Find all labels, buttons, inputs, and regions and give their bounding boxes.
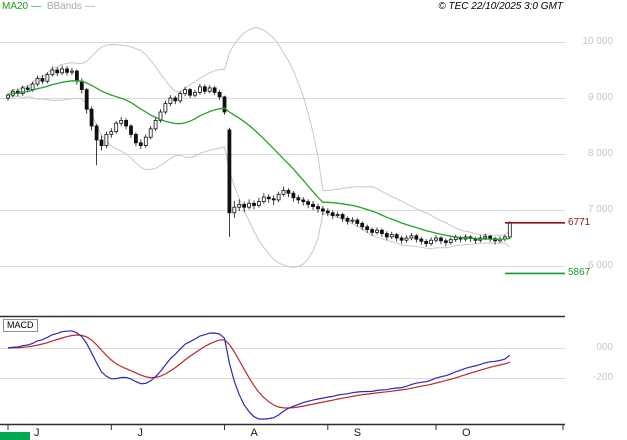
- bollinger-upper-band: [7, 27, 511, 236]
- month-ticks: [7, 424, 564, 430]
- indicator-legend: MA20— BBands —: [2, 1, 98, 12]
- macd-line: [7, 330, 511, 420]
- ma20-line: [7, 80, 510, 240]
- legend-ma20-swatch: —: [31, 1, 42, 12]
- macd-signal-line: [7, 334, 510, 409]
- timeline-scrollbar-thumb[interactable]: [0, 432, 30, 440]
- candles-layer: [6, 65, 512, 247]
- bollinger-lower-band: [7, 94, 511, 269]
- price-gridlines: [0, 42, 565, 267]
- macd-gridlines: [0, 348, 565, 379]
- panel-separators: [0, 315, 565, 426]
- legend-ma20-label: MA20: [2, 1, 29, 12]
- copyright-notice: © TEC 22/10/2025 3:0 GMT: [438, 1, 563, 12]
- bollinger-bands: [7, 27, 511, 269]
- legend-bbands-label: BBands: [46, 1, 82, 12]
- legend-bbands-swatch: —: [84, 1, 95, 12]
- macd-panel-label: MACD: [3, 319, 38, 332]
